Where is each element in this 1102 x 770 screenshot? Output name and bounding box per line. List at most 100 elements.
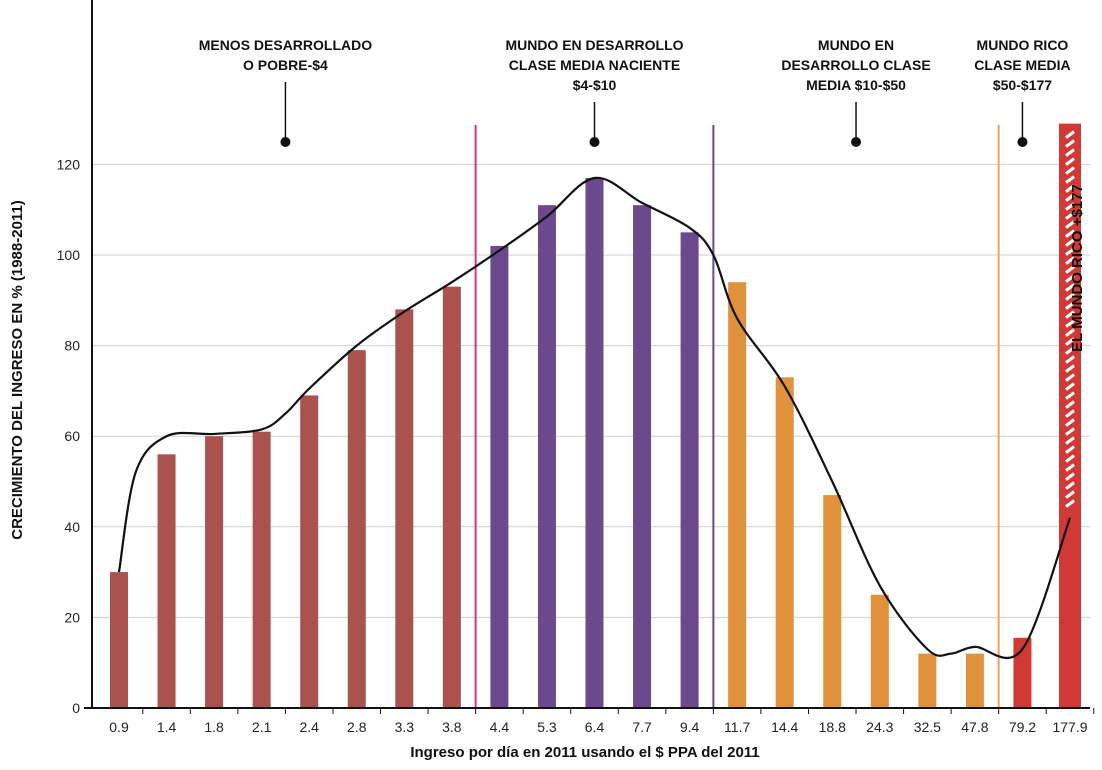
bar-break-hatch [1065, 175, 1075, 184]
region-label-line: MUNDO EN DESARROLLO [505, 37, 683, 53]
bar [490, 245, 509, 708]
bar-break-hatch [1065, 238, 1075, 247]
x-tick-label: 9.4 [680, 719, 700, 735]
region-label-line: $50-$177 [993, 77, 1052, 93]
bar-break-hatch [1065, 157, 1075, 166]
bar-break-hatch [1065, 247, 1075, 256]
bar-break-hatch [1065, 166, 1075, 175]
x-tick-label: 2.1 [252, 719, 272, 735]
x-tick-label: 79.2 [1009, 719, 1036, 735]
bar [728, 282, 747, 708]
axes: 0 20 40 60 80 100 120 0.9 1.4 1.8 2.1 2.4 2.8 3.3 3.8 4… [57, 0, 1095, 735]
x-tick-label: 2.4 [299, 719, 319, 735]
bar-break-hatch [1065, 373, 1075, 382]
bar-break-hatch [1065, 220, 1075, 229]
x-tick-label: 32.5 [914, 719, 941, 735]
x-tick-label: 1.8 [204, 719, 224, 735]
bar-break-hatch [1065, 310, 1075, 319]
region-label-line: CLASE MEDIA NACIENTE [509, 57, 680, 73]
y-tick-label: 60 [64, 428, 80, 444]
x-tick-label: 24.3 [866, 719, 893, 735]
bar [585, 177, 604, 709]
bar-break-hatch [1065, 445, 1075, 454]
bar-break-hatch [1065, 499, 1075, 508]
bar-break-hatch [1065, 292, 1075, 301]
bar-break-hatch [1065, 193, 1075, 202]
bar [395, 309, 414, 708]
bar-break-hatch [1065, 346, 1075, 355]
bar-break-hatch [1065, 463, 1075, 472]
region-label-line: MENOS DESARROLLADO [199, 37, 373, 53]
x-tick-label: 5.3 [537, 719, 557, 735]
bar-break-hatch [1065, 139, 1075, 148]
bar-break-hatch [1065, 202, 1075, 211]
trend-curve [117, 176, 1072, 660]
x-tick-label: 18.8 [819, 719, 846, 735]
bar [442, 286, 461, 708]
bar-break-hatch [1065, 328, 1075, 337]
region-label-line: MUNDO RICO [977, 37, 1069, 53]
bar [680, 232, 699, 708]
bar [205, 436, 224, 708]
bar-break-hatch [1065, 418, 1075, 427]
x-tick-label: 177.9 [1052, 719, 1087, 735]
region-leader-dot [280, 137, 291, 147]
y-tick-label: 120 [57, 156, 81, 172]
bar [775, 377, 794, 708]
bar-break-hatch [1065, 211, 1075, 220]
bar [157, 454, 176, 708]
bar [870, 594, 889, 708]
bar-break-hatch [1065, 265, 1075, 274]
bar-break-hatch [1065, 490, 1075, 499]
bar-break-hatch [1065, 391, 1075, 400]
region-label-line: CLASE MEDIA [974, 57, 1070, 73]
x-axis-title: Ingreso por día en 2011 usando el $ PPA … [410, 744, 759, 761]
bar [110, 572, 128, 708]
y-tick-label: 20 [64, 609, 80, 625]
x-tick-label: 7.7 [632, 719, 652, 735]
x-tick-label: 3.8 [442, 719, 462, 735]
y-tick-label: 100 [57, 247, 81, 263]
region-label-line: MUNDO EN [818, 37, 894, 53]
bar-break-hatch [1065, 337, 1075, 346]
bar [537, 205, 556, 709]
x-tick-label: 2.8 [347, 719, 367, 735]
bar [823, 495, 842, 708]
bar-break-hatch [1065, 454, 1075, 463]
bar-break-hatch [1065, 481, 1075, 490]
bar [965, 653, 984, 708]
bar-break-hatch [1065, 256, 1075, 265]
x-tick-label: 14.4 [771, 719, 798, 735]
bar-break-hatch [1065, 400, 1075, 409]
bar-break-hatch [1065, 409, 1075, 418]
bar [300, 395, 319, 708]
region-label-line: MEDIA $10-$50 [806, 77, 906, 93]
region-leader-dot [589, 137, 600, 147]
bar-break-hatch [1065, 427, 1075, 436]
bar-break-hatch [1065, 301, 1075, 310]
bar [252, 431, 271, 708]
x-tick-label: 3.3 [395, 719, 415, 735]
region-label-line: DESARROLLO CLASE [781, 57, 930, 73]
bar-break-hatch [1065, 436, 1075, 445]
top-bar-annotation: EL MUNDO RICO +$177 [1069, 184, 1086, 352]
bar-break-hatch [1065, 130, 1075, 139]
bar-break-hatch [1065, 274, 1075, 283]
y-tick-label: 0 [72, 700, 80, 716]
region-label-line: $4-$10 [573, 77, 617, 93]
bar-break-hatch [1065, 148, 1075, 157]
y-tick-label: 40 [64, 519, 80, 535]
bar-break-hatch [1065, 382, 1075, 391]
trend-curve-layer [117, 176, 1072, 660]
bar-break-hatch [1065, 364, 1075, 373]
x-tick-label: 6.4 [585, 719, 605, 735]
region-dividers [474, 125, 1000, 708]
y-axis-title: CRECIMIENTO DEL INGRESO EN % (1988-2011) [9, 200, 26, 540]
y-tick-label: 80 [64, 338, 80, 354]
bar [633, 205, 652, 709]
bar-break-hatch [1065, 472, 1075, 481]
x-tick-label: 47.8 [961, 719, 988, 735]
bars [110, 123, 1081, 709]
x-tick-label: 1.4 [157, 719, 177, 735]
region-leader-dot [851, 137, 862, 147]
